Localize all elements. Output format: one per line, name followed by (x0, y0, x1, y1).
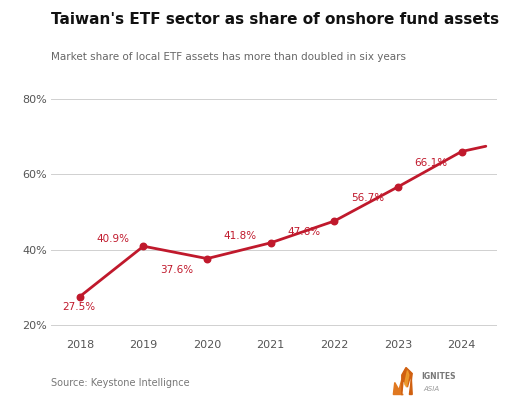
Text: 40.9%: 40.9% (96, 234, 130, 244)
Text: Taiwan's ETF sector as share of onshore fund assets: Taiwan's ETF sector as share of onshore … (51, 12, 499, 27)
Point (330, 218, 338, 224)
Point (267, 240, 275, 246)
Point (458, 148, 466, 155)
Text: 56.7%: 56.7% (351, 193, 384, 203)
Text: Market share of local ETF assets has more than doubled in six years: Market share of local ETF assets has mor… (51, 52, 406, 62)
Point (76, 293, 84, 300)
Point (139, 243, 147, 249)
Text: 27.5%: 27.5% (62, 302, 95, 312)
Text: IGNITES: IGNITES (421, 372, 455, 381)
Text: Source: Keystone Intellignce: Source: Keystone Intellignce (51, 378, 190, 388)
Text: 47.6%: 47.6% (287, 227, 321, 237)
Text: ASIA: ASIA (423, 386, 439, 392)
Polygon shape (393, 380, 403, 394)
Text: 37.6%: 37.6% (160, 265, 193, 275)
Point (394, 184, 402, 190)
Polygon shape (402, 368, 412, 394)
Text: 66.1%: 66.1% (415, 158, 447, 168)
Polygon shape (404, 370, 409, 387)
Text: 41.8%: 41.8% (224, 231, 257, 241)
Point (203, 255, 211, 262)
